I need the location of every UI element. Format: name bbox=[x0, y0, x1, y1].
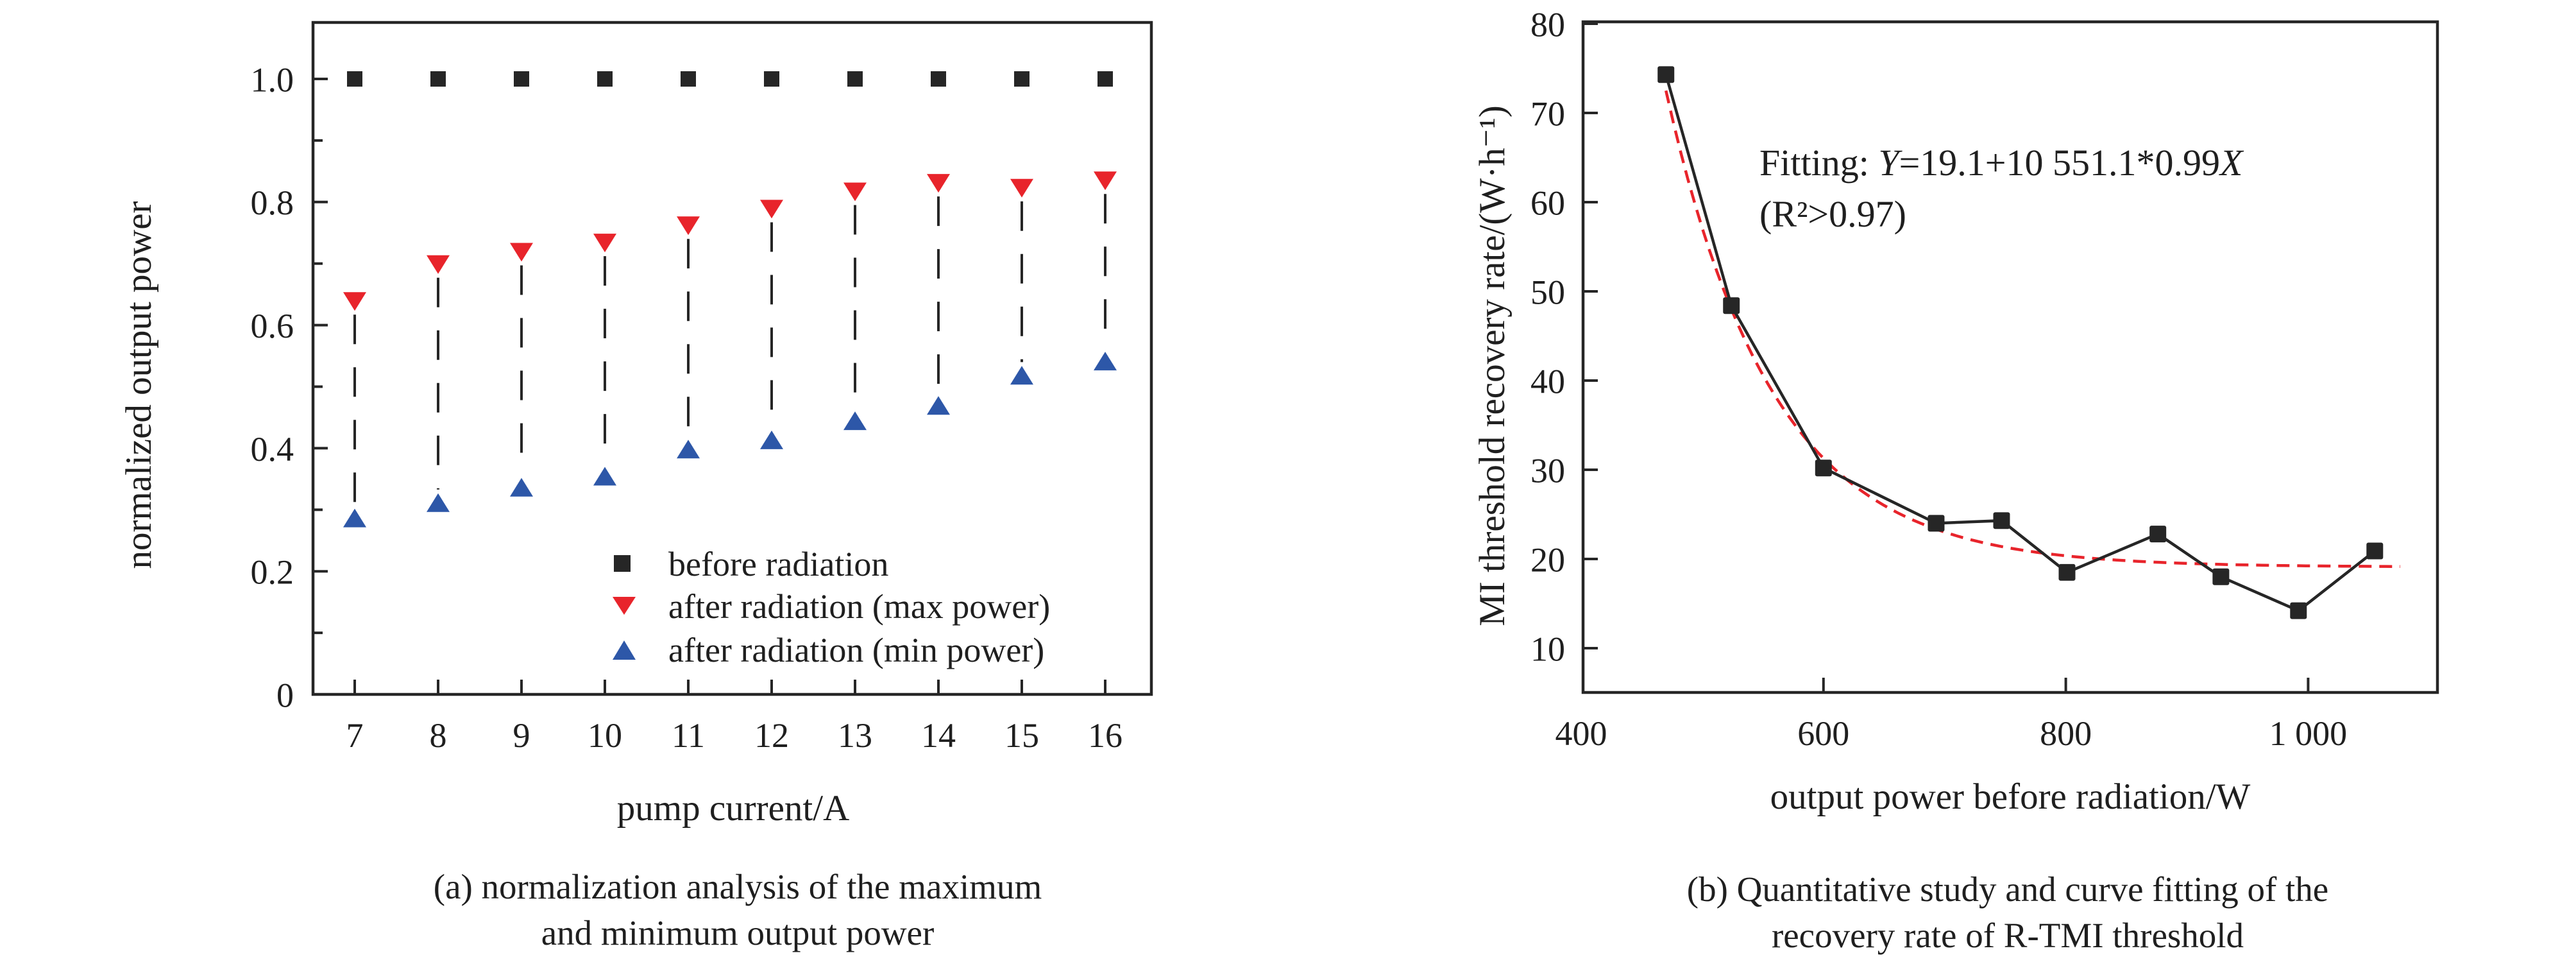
data-point-square bbox=[764, 71, 779, 87]
data-point-triangle-up bbox=[677, 440, 700, 459]
data-line bbox=[1665, 74, 2376, 613]
data-point-triangle-down bbox=[677, 216, 700, 236]
y-tick-label: 10 bbox=[1530, 630, 1565, 668]
data-point-square bbox=[2058, 563, 2076, 581]
data-point-square bbox=[847, 71, 863, 87]
x-tick-label: 16 bbox=[1088, 716, 1123, 755]
data-point-square bbox=[347, 71, 362, 87]
data-point-triangle-down bbox=[510, 243, 533, 262]
x-tick-label: 13 bbox=[838, 716, 872, 755]
data-point-triangle-up bbox=[593, 467, 616, 486]
y-tick-label: 80 bbox=[1530, 5, 1565, 44]
legend-label-before-radiation: before radiation bbox=[668, 545, 888, 583]
x-tick-label: 10 bbox=[588, 716, 622, 755]
y-tick-label: 40 bbox=[1530, 362, 1565, 400]
y-tick-label: 50 bbox=[1530, 273, 1565, 311]
legend-marker-triangle-up-icon bbox=[613, 640, 636, 660]
data-point-square bbox=[1815, 460, 1832, 477]
x-tick-label: 14 bbox=[921, 716, 956, 755]
x-tick-label: 7 bbox=[346, 716, 364, 755]
legend-marker-triangle-down-icon bbox=[613, 597, 636, 615]
x-tick-label: 8 bbox=[430, 716, 447, 755]
y-tick-label: 0.6 bbox=[251, 307, 294, 345]
fit-curve-dashed bbox=[1665, 90, 2401, 569]
data-point-triangle-up bbox=[1010, 366, 1033, 385]
data-point-square bbox=[1657, 66, 1675, 83]
data-point-square bbox=[1993, 512, 2010, 529]
data-point-square bbox=[1014, 71, 1030, 87]
chart-b-fit-annotation-line1: Fitting: Y=19.1+10 551.1*0.99X bbox=[1759, 142, 2244, 184]
data-point-square bbox=[514, 71, 529, 87]
data-point-triangle-down bbox=[760, 200, 783, 219]
data-point-square bbox=[430, 71, 446, 87]
data-point-triangle-down bbox=[343, 292, 366, 311]
fit-annotation-y-var: Y bbox=[1878, 142, 1902, 184]
x-tick-label: 11 bbox=[672, 716, 705, 755]
chart-b-x-axis-title: output power before radiation/W bbox=[1770, 777, 2251, 817]
data-point-triangle-up bbox=[510, 477, 533, 497]
data-point-triangle-down bbox=[1094, 171, 1117, 191]
data-point-triangle-down bbox=[427, 255, 450, 274]
chart-a-caption-line2: and minimum output power bbox=[541, 913, 935, 952]
y-tick-label: 30 bbox=[1530, 451, 1565, 490]
chart-b-y-axis-title: MI threshold recovery rate/(W·h⁻¹) bbox=[1472, 105, 1513, 626]
data-point-triangle-up bbox=[1094, 352, 1117, 371]
y-tick-label: 70 bbox=[1530, 94, 1565, 133]
data-point-triangle-down bbox=[843, 182, 867, 202]
data-point-triangle-up bbox=[760, 430, 783, 449]
data-point-triangle-down bbox=[1010, 178, 1033, 198]
y-tick-label: 60 bbox=[1530, 184, 1565, 222]
y-tick-label: 20 bbox=[1530, 540, 1565, 579]
data-point-square bbox=[1097, 71, 1113, 87]
data-point-square bbox=[1723, 297, 1740, 314]
y-tick-label: 0 bbox=[276, 676, 294, 714]
legend-label-after-radiation-min: after radiation (min power) bbox=[668, 631, 1044, 669]
chart-b-fit-annotation-line2: (R²>0.97) bbox=[1759, 193, 1906, 235]
chart-b-frame bbox=[1581, 20, 2439, 694]
data-point-triangle-up bbox=[343, 508, 366, 528]
data-point-square bbox=[1928, 515, 1945, 532]
data-point-triangle-up bbox=[843, 411, 867, 431]
chart-b-marks: 10 20 30 40 50 60 70 80 400 600 800 1 000 bbox=[1530, 5, 2401, 753]
data-point-square bbox=[931, 71, 946, 87]
x-tick-label: 15 bbox=[1004, 716, 1039, 755]
chart-b-caption-line1: (b) Quantitative study and curve fitting… bbox=[1687, 870, 2328, 909]
data-point-square bbox=[597, 71, 613, 87]
x-tick-label: 1 000 bbox=[2269, 714, 2348, 753]
chart-a-marks: 0 0.2 0.4 0.6 0.8 1.0 7 8 9 10 11 12 13 14 15 16 bbox=[251, 60, 1123, 755]
data-point-square bbox=[2149, 526, 2167, 543]
x-tick-label: 12 bbox=[754, 716, 789, 755]
y-tick-label: 1.0 bbox=[251, 60, 294, 99]
chart-a-x-axis-title: pump current/A bbox=[617, 788, 849, 829]
chart-a-y-axis-title: normalized output power bbox=[119, 201, 159, 569]
data-point-square bbox=[2290, 602, 2307, 619]
x-tick-label: 9 bbox=[513, 716, 530, 755]
data-point-triangle-down bbox=[927, 174, 950, 193]
y-tick-label: 0.4 bbox=[251, 430, 294, 468]
y-tick-label: 0.2 bbox=[251, 553, 294, 592]
chart-a-legend: before radiation after radiation (max po… bbox=[613, 545, 1050, 669]
data-point-triangle-up bbox=[927, 396, 950, 415]
data-point-square bbox=[2212, 568, 2230, 585]
data-point-triangle-down bbox=[593, 234, 616, 253]
legend-label-after-radiation-max: after radiation (max power) bbox=[668, 587, 1050, 626]
legend-marker-square-icon bbox=[614, 555, 631, 572]
x-tick-label: 800 bbox=[2040, 714, 2092, 753]
x-tick-label: 600 bbox=[1797, 714, 1849, 753]
fit-annotation-x-var: X bbox=[2219, 142, 2244, 184]
data-point-square bbox=[681, 71, 696, 87]
chart-a-caption-line1: (a) normalization analysis of the maximu… bbox=[434, 867, 1042, 906]
data-point-triangle-up bbox=[427, 493, 450, 512]
data-point-square bbox=[2366, 542, 2384, 560]
chart-a-frame bbox=[311, 21, 1153, 696]
chart-b-caption-line2: recovery rate of R-TMI threshold bbox=[1772, 916, 2244, 955]
x-tick-label: 400 bbox=[1555, 714, 1607, 753]
fit-annotation-body: =19.1+10 551.1*0.99 bbox=[1899, 142, 2220, 184]
fit-annotation-prefix: Fitting: bbox=[1759, 142, 1878, 184]
y-tick-label: 0.8 bbox=[251, 184, 294, 222]
